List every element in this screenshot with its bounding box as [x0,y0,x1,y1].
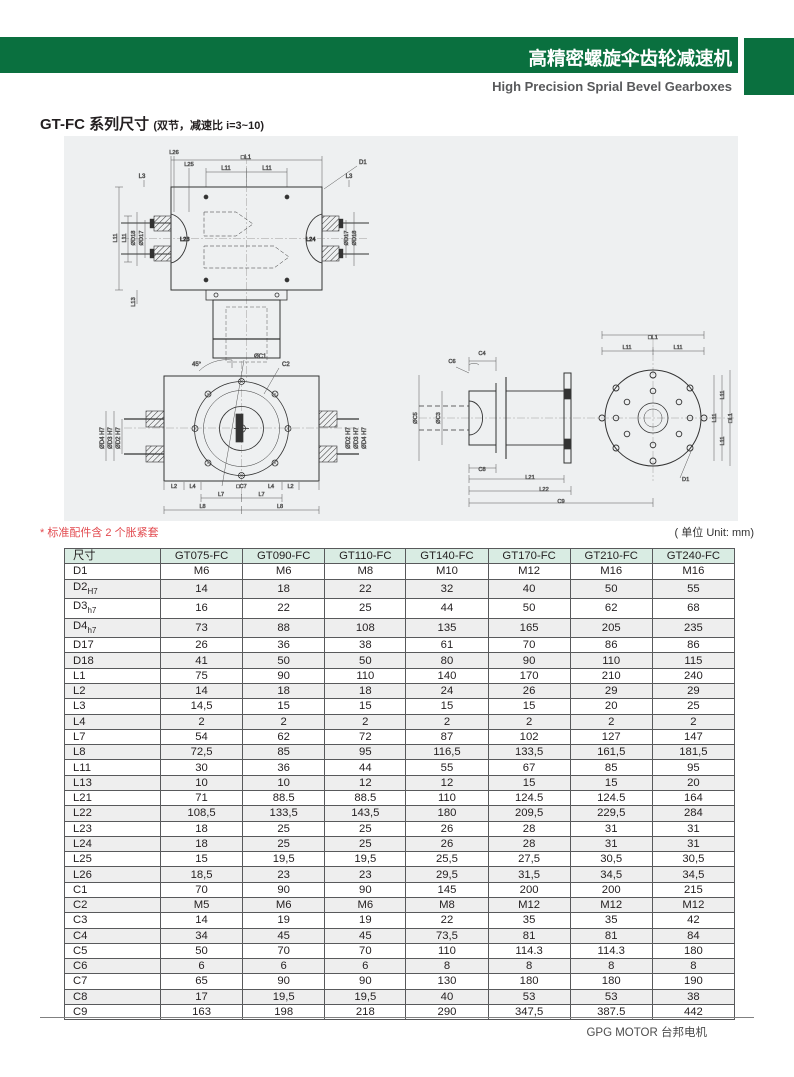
svg-text:ØD2 H7: ØD2 H7 [346,427,352,449]
svg-text:L8: L8 [277,504,283,510]
svg-text:ØC1: ØC1 [254,354,267,360]
svg-text:□L1: □L1 [728,413,734,423]
svg-text:D1: D1 [359,160,367,166]
svg-text:L11: L11 [122,233,128,242]
svg-text:ØD17: ØD17 [139,231,145,246]
svg-text:C4: C4 [478,351,485,357]
svg-text:L24: L24 [306,237,316,243]
svg-text:L8: L8 [199,504,205,510]
svg-text:L22: L22 [539,487,549,493]
svg-text:L4: L4 [189,484,195,490]
svg-text:L11: L11 [622,345,631,351]
svg-text:45°: 45° [192,362,202,368]
svg-text:L25: L25 [184,162,194,168]
svg-text:L11: L11 [720,436,726,445]
svg-text:L11: L11 [712,413,718,422]
svg-text:□C7: □C7 [236,484,246,490]
svg-text:L13: L13 [131,297,137,307]
svg-text:ØD18: ØD18 [352,231,358,246]
svg-text:ØD4 H7: ØD4 H7 [100,427,106,449]
svg-text:L2: L2 [171,484,177,490]
svg-text:D1: D1 [682,477,689,483]
svg-text:L11: L11 [720,390,726,399]
svg-text:C6: C6 [448,359,455,365]
svg-text:L2: L2 [287,484,293,490]
svg-text:ØD3 H7: ØD3 H7 [108,427,114,449]
svg-text:C9: C9 [557,499,564,505]
svg-text:L26: L26 [169,150,179,156]
svg-text:ØD3 H7: ØD3 H7 [354,427,360,449]
svg-text:ØD17: ØD17 [344,231,350,246]
svg-text:L7: L7 [218,492,224,498]
svg-text:L11: L11 [673,345,682,351]
svg-text:□L1: □L1 [648,335,658,341]
svg-text:L11: L11 [113,233,119,242]
svg-text:ØD2 H7: ØD2 H7 [116,427,122,449]
svg-text:L7: L7 [258,492,264,498]
svg-text:L3: L3 [346,174,353,180]
svg-text:ØC3: ØC3 [436,412,442,424]
svg-text:L4: L4 [268,484,274,490]
svg-text:L23: L23 [180,237,190,243]
svg-text:C2: C2 [282,362,290,368]
svg-text:L3: L3 [139,174,146,180]
svg-text:L11: L11 [221,166,231,172]
svg-text:ØD4 H7: ØD4 H7 [362,427,368,449]
svg-text:ØC5: ØC5 [413,412,419,424]
svg-text:L11: L11 [262,166,272,172]
svg-text:L21: L21 [525,475,535,481]
svg-text:ØD18: ØD18 [131,231,137,246]
